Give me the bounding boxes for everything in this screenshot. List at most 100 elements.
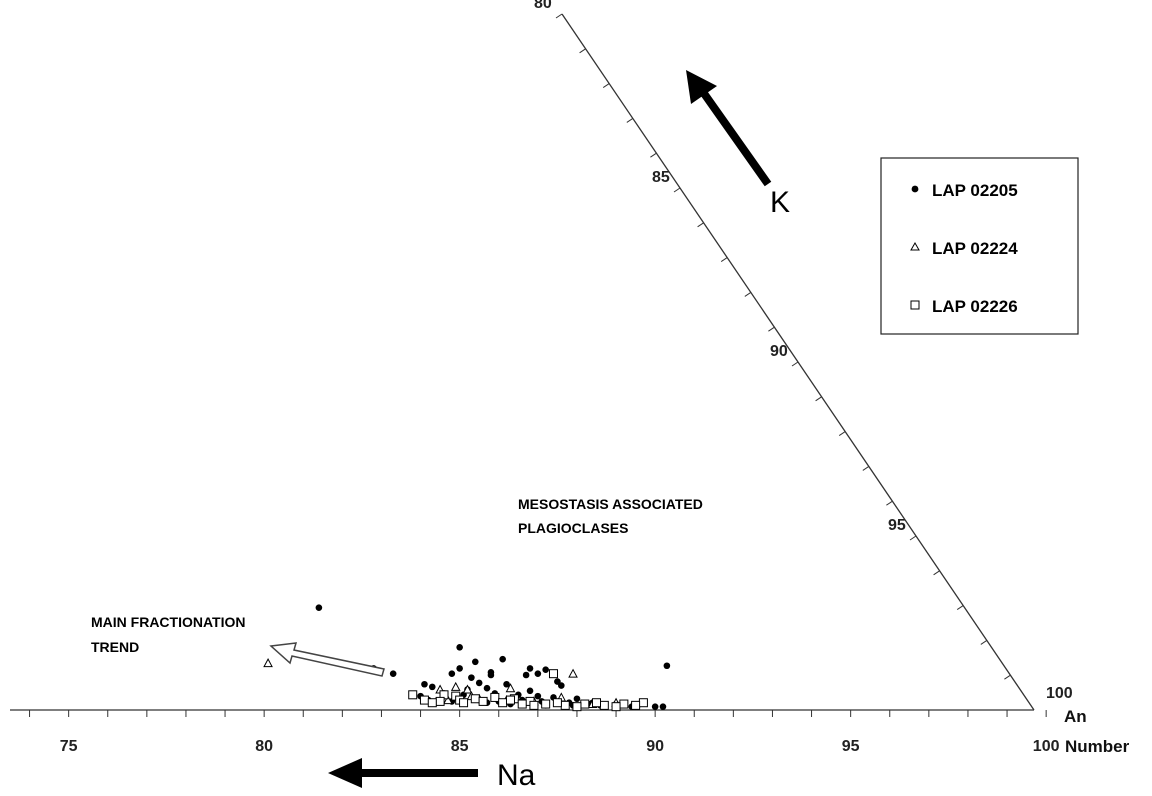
diagonal-axis-tick xyxy=(1004,674,1011,680)
data-point-circle xyxy=(659,703,667,710)
data-point-square xyxy=(611,702,621,712)
data-point-square xyxy=(580,699,590,709)
data-point-square xyxy=(505,695,515,705)
diagonal-axis-tick xyxy=(886,500,893,506)
legend: LAP 02205 LAP 02224 LAP 02226 xyxy=(880,157,1079,335)
x-axis-title: Number xyxy=(1065,737,1130,756)
x-tick-label: 85 xyxy=(451,738,469,755)
data-point-triangle xyxy=(263,658,273,668)
data-point-circle xyxy=(389,670,397,677)
x-tick-label: 90 xyxy=(646,738,664,755)
data-point-triangle xyxy=(505,683,516,693)
legend-label-lap-02205: LAP 02205 xyxy=(932,181,1018,200)
data-point-square xyxy=(427,698,437,708)
data-point-circle xyxy=(468,674,475,681)
x-tick-label: 75 xyxy=(60,738,78,755)
data-point-triangle xyxy=(568,668,578,678)
legend-label-lap-02224: LAP 02224 xyxy=(932,239,1018,258)
x-tick-label: 95 xyxy=(842,738,860,755)
data-point-circle xyxy=(456,643,463,651)
x-tick-label: 100 xyxy=(1033,738,1060,755)
diagonal-axis-tick xyxy=(602,83,610,89)
diagonal-tick-label: 85 xyxy=(652,169,670,186)
diagonal-axis-tick xyxy=(791,361,799,367)
axis-layer: 75 80 85 90 95 100 80 85 90 95 100 xyxy=(10,0,1073,755)
x-tick-label: 80 xyxy=(255,738,273,755)
data-point-square xyxy=(408,690,418,700)
data-point-square xyxy=(490,692,500,702)
diagonal-axis-tick xyxy=(579,48,586,54)
data-point-circle xyxy=(526,665,534,672)
diagonal-axis-tick xyxy=(815,396,822,402)
data-point-square xyxy=(498,698,508,708)
data-point-square xyxy=(541,699,551,709)
data-point-square xyxy=(459,698,469,708)
diagonal-tick-label: 80 xyxy=(534,0,552,12)
legend-marker-filled-circle xyxy=(911,185,919,193)
diagonal-axis-tick xyxy=(862,465,870,471)
data-point-square xyxy=(435,696,445,706)
diagonal-tick-label: 100 xyxy=(1046,685,1073,702)
data-point-circle xyxy=(534,692,542,700)
data-point-square xyxy=(552,698,562,708)
diagonal-axis-tick xyxy=(650,152,657,158)
data-point-square xyxy=(529,700,539,710)
points-layer xyxy=(263,604,671,712)
diagonal-axis-tick xyxy=(768,326,775,332)
data-point-triangle xyxy=(450,681,461,691)
legend-item-lap-02224: LAP 02224 xyxy=(910,239,1018,258)
mesostasis-label-line2: PLAGIOCLASES xyxy=(518,520,628,536)
diagonal-axis-tick xyxy=(980,639,988,645)
data-point-square xyxy=(631,700,641,710)
data-point-circle xyxy=(526,687,534,695)
data-point-circle xyxy=(503,680,510,688)
diagonal-axis-tick xyxy=(933,570,940,576)
data-point-square xyxy=(517,699,527,709)
data-point-square xyxy=(560,700,570,710)
legend-item-lap-02205: LAP 02205 xyxy=(911,181,1018,200)
data-point-circle xyxy=(471,658,479,666)
diagonal-tick-label: 95 xyxy=(888,517,906,534)
data-point-triangle xyxy=(462,684,473,694)
fractionation-label-line2: TREND xyxy=(91,639,139,655)
mesostasis-label-line1: MESOSTASIS ASSOCIATED xyxy=(518,496,703,512)
diagonal-axis-tick xyxy=(909,535,917,541)
legend-marker-open-square xyxy=(910,300,920,310)
data-point-circle xyxy=(475,679,483,687)
k-arrow xyxy=(686,70,772,187)
diagonal-axis-tick xyxy=(956,605,964,611)
diagonal-axis-tick xyxy=(838,431,846,437)
na-arrow xyxy=(328,758,478,788)
data-point-circle xyxy=(315,604,323,611)
data-point-circle xyxy=(542,666,549,674)
fractionation-trend-arrow xyxy=(269,642,385,677)
data-point-circle xyxy=(448,670,456,677)
data-point-circle xyxy=(534,670,542,677)
data-point-circle xyxy=(573,695,581,703)
diagonal-axis-tick xyxy=(673,187,681,193)
diagonal-axis-tick xyxy=(626,117,634,123)
data-point-circle xyxy=(483,684,491,692)
data-point-square xyxy=(572,702,582,712)
data-point-circle xyxy=(428,683,436,691)
legend-label-lap-02226: LAP 02226 xyxy=(932,297,1018,316)
series-lap-02226 xyxy=(408,669,648,712)
series-lap-02205 xyxy=(315,604,671,710)
data-point-circle xyxy=(663,662,671,670)
legend-item-lap-02226: LAP 02226 xyxy=(910,297,1018,316)
data-point-triangle xyxy=(443,695,453,705)
k-arrow-label: K xyxy=(770,186,790,219)
data-point-circle xyxy=(421,680,428,688)
data-point-square xyxy=(638,698,648,708)
legend-marker-open-triangle xyxy=(910,241,920,251)
data-point-circle xyxy=(487,671,495,679)
diagonal-axis-tick xyxy=(697,222,704,228)
data-point-square xyxy=(599,700,609,710)
diagonal-axis-tick xyxy=(555,13,563,19)
data-point-circle xyxy=(499,655,506,663)
diagonal-axis-title: An xyxy=(1064,707,1087,726)
data-point-square xyxy=(419,695,429,705)
na-arrow-label: Na xyxy=(497,759,536,792)
data-point-square xyxy=(548,669,558,679)
diagonal-axis-tick xyxy=(744,291,752,297)
